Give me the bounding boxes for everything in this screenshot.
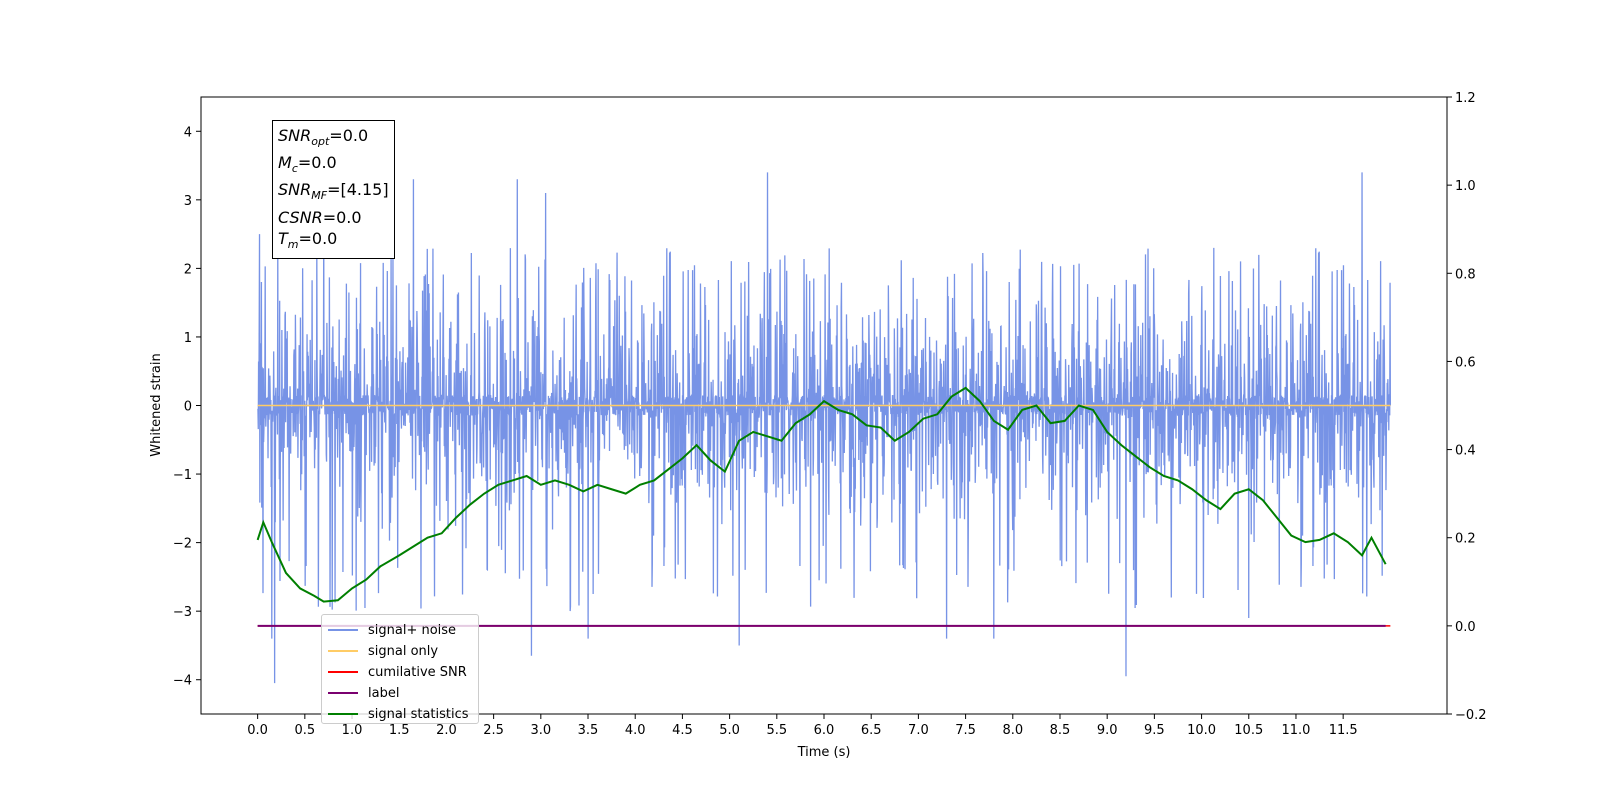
y-left-tick-label: 1	[184, 331, 192, 346]
y-axis-left-label: Whitened strain	[149, 353, 164, 456]
y-left-tick-label: 0	[184, 400, 192, 415]
legend-item-signal-statistics: signal statistics	[328, 704, 469, 724]
legend: signal+ noise signal only cumilative SNR…	[321, 614, 479, 724]
legend-swatch	[328, 671, 358, 673]
y-right-tick-label: 0.0	[1455, 620, 1476, 635]
x-tick-label: 0.0	[247, 723, 268, 738]
x-tick-label: 9.0	[1097, 723, 1118, 738]
stats-annotation-box: SNRopt=0.0 Mc=0.0 SNRMF=[4.15] CSNR=0.0 …	[272, 120, 395, 259]
y-axis-right-ticks: 1.2 1.0 0.8 0.6 0.4 0.2 0.0 −0.2	[1447, 91, 1487, 723]
legend-swatch	[328, 629, 358, 631]
x-tick-label: 2.0	[436, 723, 457, 738]
x-tick-label: 1.5	[389, 723, 410, 738]
legend-item-cumulative-snr: cumilative SNR	[328, 662, 467, 682]
x-tick-label: 8.0	[1002, 723, 1023, 738]
legend-label: cumilative SNR	[368, 664, 467, 680]
y-left-tick-label: 2	[184, 262, 192, 277]
snr-opt-annotation: SNRopt=0.0	[278, 126, 369, 149]
x-tick-label: 8.5	[1050, 723, 1071, 738]
x-tick-label: 11.5	[1329, 723, 1358, 738]
y-left-tick-label: −4	[173, 674, 192, 689]
plot-area	[256, 172, 1392, 684]
x-tick-label: 4.5	[672, 723, 693, 738]
y-right-tick-label: 0.8	[1455, 267, 1476, 282]
legend-item-signal-noise: signal+ noise	[328, 620, 456, 640]
x-tick-label: 7.0	[908, 723, 929, 738]
y-right-tick-label: 1.2	[1455, 91, 1476, 106]
x-tick-label: 5.0	[719, 723, 740, 738]
x-tick-label: 2.5	[483, 723, 504, 738]
x-tick-label: 9.5	[1144, 723, 1165, 738]
legend-label: label	[368, 685, 400, 701]
snr-mf-annotation: SNRMF=[4.15]	[278, 180, 389, 203]
y-left-tick-label: −1	[173, 468, 192, 483]
x-tick-label: 3.5	[578, 723, 599, 738]
y-right-tick-label: 0.6	[1455, 355, 1476, 370]
csnr-annotation: CSNR=0.0	[278, 207, 362, 227]
x-tick-label: 0.5	[294, 723, 315, 738]
legend-item-signal-only: signal only	[328, 641, 438, 661]
y-left-tick-label: −3	[173, 605, 192, 620]
series-signal-statistics-line	[256, 386, 1387, 603]
x-tick-label: 4.0	[625, 723, 646, 738]
x-tick-label: 5.5	[766, 723, 787, 738]
x-tick-label: 6.0	[814, 723, 835, 738]
x-tick-label: 10.0	[1187, 723, 1216, 738]
legend-swatch	[328, 713, 358, 715]
y-right-tick-label: 1.0	[1455, 179, 1476, 194]
y-left-tick-label: −2	[173, 537, 192, 552]
x-tick-label: 11.0	[1281, 723, 1310, 738]
y-left-tick-label: 3	[184, 194, 192, 209]
x-tick-label: 7.5	[955, 723, 976, 738]
y-axis-left-ticks: 4 3 2 1 0 −1 −2 −3 −4	[173, 125, 201, 689]
x-tick-label: 3.0	[530, 723, 551, 738]
chirp-mass-annotation: Mc=0.0	[278, 153, 337, 176]
legend-label: signal only	[368, 643, 439, 659]
y-right-tick-label: −0.2	[1455, 708, 1487, 723]
x-axis-label: Time (s)	[797, 745, 851, 760]
x-tick-label: 1.0	[342, 723, 363, 738]
x-tick-label: 6.5	[861, 723, 882, 738]
legend-item-label: label	[328, 683, 399, 703]
series-signal-noise-line	[257, 172, 1392, 684]
legend-label: signal+ noise	[368, 622, 457, 638]
x-tick-label: 10.5	[1234, 723, 1263, 738]
tm-annotation: Tm=0.0	[278, 228, 338, 251]
legend-swatch	[328, 650, 358, 652]
x-axis-ticks: 0.0 0.5 1.0 1.5 2.0 2.5 3.0 3.5 4.0 4.5 5.0 5.5 6.0 6…	[247, 714, 1358, 738]
legend-swatch	[328, 692, 358, 694]
y-right-tick-label: 0.4	[1455, 444, 1476, 459]
y-right-tick-label: 0.2	[1455, 532, 1476, 547]
legend-label: signal statistics	[368, 706, 469, 722]
y-left-tick-label: 4	[184, 125, 192, 140]
